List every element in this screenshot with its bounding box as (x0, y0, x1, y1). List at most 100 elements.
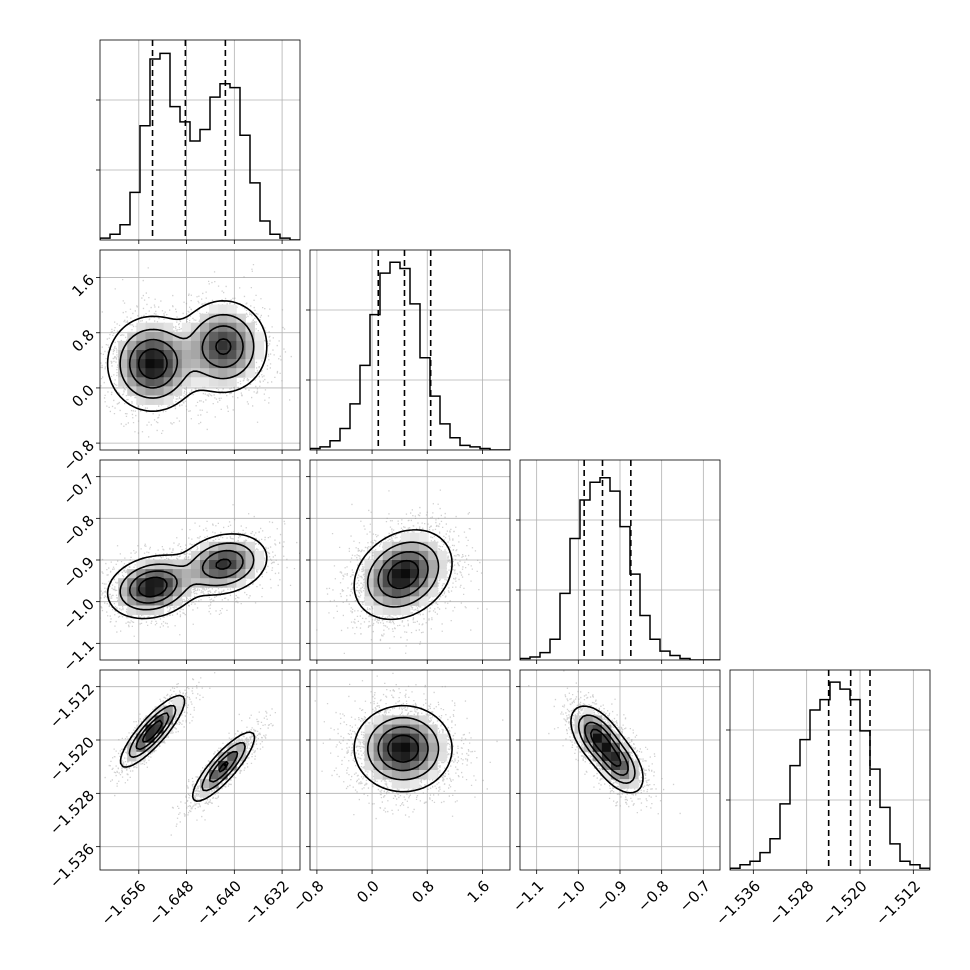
density-cell (428, 550, 438, 561)
density-cell (410, 770, 420, 780)
density-cell (200, 359, 210, 369)
density-cell (620, 760, 630, 771)
density-cell (145, 368, 155, 378)
density-cell (373, 733, 384, 744)
density-cell (145, 377, 155, 387)
density-cell (163, 386, 174, 396)
density-cell (136, 733, 146, 744)
y-tick-label: −0.7 (60, 470, 98, 508)
density-cell (391, 770, 402, 780)
density-cell (200, 770, 210, 780)
density-cell (136, 560, 146, 570)
scatter-panel-1-0 (96, 249, 301, 454)
density-cell (419, 532, 429, 543)
contour-line (366, 541, 440, 608)
density-cell (373, 596, 384, 606)
density-cell (419, 541, 429, 552)
density-cell (236, 560, 246, 570)
density-cell (154, 350, 165, 360)
density-cell (209, 322, 219, 333)
density-cell (209, 313, 219, 324)
density-cell (200, 331, 210, 342)
density-cell (218, 368, 228, 378)
density-cell (163, 331, 174, 342)
density-cell (245, 569, 255, 579)
contour-line (570, 705, 644, 794)
x-tick-label: −1.1 (509, 877, 547, 915)
density-cell (428, 751, 438, 762)
density-cell (181, 578, 192, 588)
density-cell (145, 569, 155, 579)
panel-content (100, 250, 300, 450)
density-cell (428, 569, 438, 579)
density-cell (200, 788, 210, 798)
x-tick-label: −1.536 (712, 877, 764, 929)
density-cell (583, 742, 594, 753)
density-cell (227, 304, 237, 315)
density-cell (254, 350, 265, 360)
density-cell (163, 350, 174, 360)
density-cell (145, 724, 155, 735)
density-cell (391, 779, 402, 789)
x-tick-label: 1.6 (464, 877, 494, 907)
density-cell (400, 541, 411, 552)
density-cell (136, 359, 146, 369)
density-cell (382, 751, 393, 762)
contour-line (119, 542, 255, 611)
density-cell (172, 697, 183, 707)
x-tick-label: −0.8 (634, 877, 672, 915)
density-cell (400, 733, 411, 744)
density-cell (136, 340, 146, 351)
density-cell (410, 578, 420, 588)
density-cell (400, 550, 411, 561)
density-cell (254, 340, 265, 351)
density-cell (428, 742, 438, 753)
density-cell (190, 578, 201, 588)
density-cell (391, 760, 402, 771)
density-cell (373, 605, 384, 615)
density-cell (209, 331, 219, 342)
density-cell (200, 368, 210, 378)
density-cell (382, 724, 393, 735)
y-tick-label: −0.9 (60, 553, 98, 591)
density-cell (236, 359, 246, 369)
density-cell (227, 350, 237, 360)
density-cell (127, 587, 137, 597)
density-cell (400, 760, 411, 771)
density-cell (382, 605, 393, 615)
density-cell (172, 386, 183, 396)
density-cell (190, 331, 201, 342)
density-cell (209, 340, 219, 351)
density-cell (145, 395, 155, 405)
density-cell (190, 359, 201, 369)
density-cell (200, 322, 210, 333)
x-tick-label: −1.512 (872, 877, 924, 929)
density-cell (218, 377, 228, 387)
contour-line (377, 725, 429, 772)
density-cell (410, 715, 420, 725)
density-cell (172, 340, 183, 351)
density-cell (118, 350, 128, 360)
density-cell (373, 569, 384, 579)
density-cell (163, 322, 174, 333)
panel-frame (99, 39, 301, 241)
density-cell (118, 368, 128, 378)
density-cell (592, 751, 603, 762)
density-cell (419, 596, 429, 606)
density-cell (610, 742, 621, 753)
density-cell (200, 550, 210, 561)
contour-line (577, 714, 636, 784)
density-cell (172, 587, 183, 597)
density-cell (382, 596, 393, 606)
density-cell (373, 751, 384, 762)
density-cell (127, 742, 137, 753)
contour-line (366, 716, 440, 781)
density-cell (400, 742, 411, 753)
density-cell (364, 760, 375, 771)
density-cell (437, 733, 447, 744)
density-cell (227, 340, 237, 351)
density-cell (209, 304, 219, 315)
density-cell (391, 724, 402, 735)
density-cell (145, 578, 155, 588)
density-cell (218, 751, 228, 762)
